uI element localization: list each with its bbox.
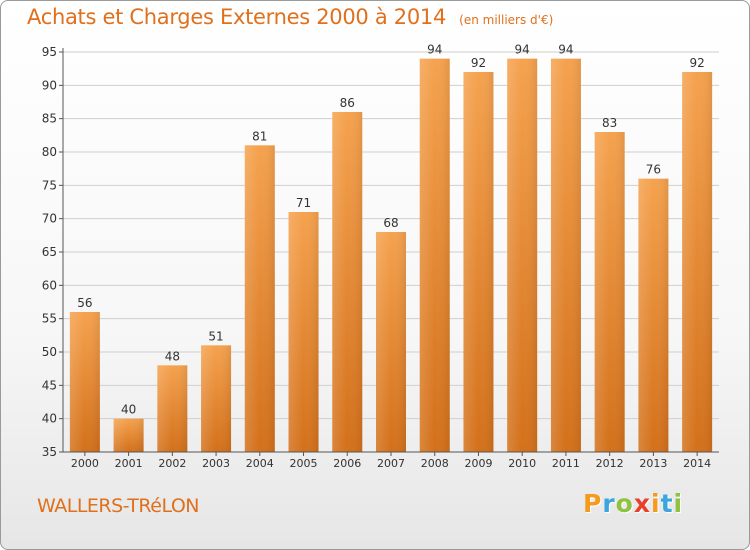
- data-label-2011: 94: [558, 43, 573, 57]
- labels: 35 40 45 50 55 60 65 70 75 80 85 90 95 56 2000 40 2001 48…: [42, 43, 711, 470]
- x-tick-label-2002: 2002: [158, 457, 186, 470]
- data-label-2012: 83: [602, 116, 617, 130]
- data-label-2014: 92: [689, 56, 704, 70]
- y-tick-label: 95: [42, 45, 57, 59]
- bar-shine-2002: [157, 365, 188, 452]
- data-label-2010: 94: [515, 43, 530, 57]
- x-tick-label-2014: 2014: [683, 457, 711, 470]
- x-tick-label-2009: 2009: [464, 457, 492, 470]
- x-tick-label-2006: 2006: [333, 457, 361, 470]
- bar-shine-2004: [244, 145, 275, 453]
- x-tick-label-2010: 2010: [508, 457, 536, 470]
- logo-letter: o: [615, 489, 634, 518]
- x-tick-label-2011: 2011: [552, 457, 580, 470]
- y-tick-label: 80: [42, 145, 57, 159]
- x-tick-label-2000: 2000: [71, 457, 99, 470]
- logo-letter: i: [673, 489, 684, 518]
- bars: [69, 58, 713, 453]
- data-label-2001: 40: [121, 403, 136, 417]
- y-tick-label: 90: [42, 78, 57, 92]
- bar-shine-2012: [594, 132, 625, 452]
- data-label-2009: 92: [471, 56, 486, 70]
- x-tick-label-2003: 2003: [202, 457, 230, 470]
- proxiti-logo: Proxiti: [583, 489, 683, 518]
- logo-letter: i: [651, 489, 661, 518]
- commune-name: WALLERS-TRéLON: [37, 495, 200, 517]
- chart-subtitle: (en milliers d'€): [459, 13, 554, 27]
- x-tick-label-2012: 2012: [596, 457, 624, 470]
- data-label-2005: 71: [296, 196, 311, 210]
- x-tick-label-2013: 2013: [639, 457, 667, 470]
- bar-shine-2011: [550, 58, 581, 453]
- x-tick-label-2008: 2008: [421, 457, 449, 470]
- logo-letter: P: [583, 489, 603, 518]
- y-tick-label: 50: [42, 345, 57, 359]
- y-tick-label: 60: [42, 278, 57, 292]
- bar-shine-2003: [201, 345, 232, 452]
- bar-shine-2013: [638, 178, 669, 452]
- bar-shine-2006: [332, 112, 363, 452]
- data-label-2000: 56: [77, 296, 92, 310]
- x-tick-label-2004: 2004: [246, 457, 274, 470]
- y-tick-label: 45: [42, 378, 57, 392]
- logo-letter: r: [602, 489, 616, 518]
- y-tick-label: 35: [42, 445, 57, 459]
- x-tick-label-2005: 2005: [290, 457, 318, 470]
- x-tick-label-2001: 2001: [115, 457, 143, 470]
- x-tick-label-2007: 2007: [377, 457, 405, 470]
- y-tick-label: 85: [42, 112, 57, 126]
- data-label-2006: 86: [340, 96, 355, 110]
- y-tick-label: 65: [42, 245, 57, 259]
- bar-shine-2014: [682, 72, 713, 452]
- y-tick-label: 40: [42, 412, 57, 426]
- data-label-2002: 48: [165, 349, 180, 363]
- data-label-2004: 81: [252, 129, 267, 143]
- bar-shine-2001: [113, 418, 144, 452]
- bar-shine-2007: [376, 232, 406, 452]
- title-row: Achats et Charges Externes 2000 à 2014 (…: [27, 5, 553, 29]
- chart-title: Achats et Charges Externes 2000 à 2014: [27, 5, 447, 29]
- data-label-2008: 94: [427, 43, 442, 57]
- bar-shine-2000: [69, 312, 100, 452]
- data-label-2007: 68: [383, 216, 398, 230]
- bar-shine-2010: [507, 58, 538, 453]
- bar-shine-2005: [288, 212, 319, 452]
- data-label-2003: 51: [208, 329, 223, 343]
- logo-letter: t: [660, 489, 674, 518]
- y-tick-label: 75: [42, 178, 57, 192]
- bar-shine-2009: [463, 72, 494, 452]
- logo-letter: x: [633, 489, 651, 518]
- bar-shine-2008: [419, 58, 450, 453]
- y-tick-label: 55: [42, 312, 57, 326]
- y-tick-label: 70: [42, 212, 57, 226]
- data-label-2013: 76: [646, 163, 661, 177]
- axes: [59, 48, 719, 456]
